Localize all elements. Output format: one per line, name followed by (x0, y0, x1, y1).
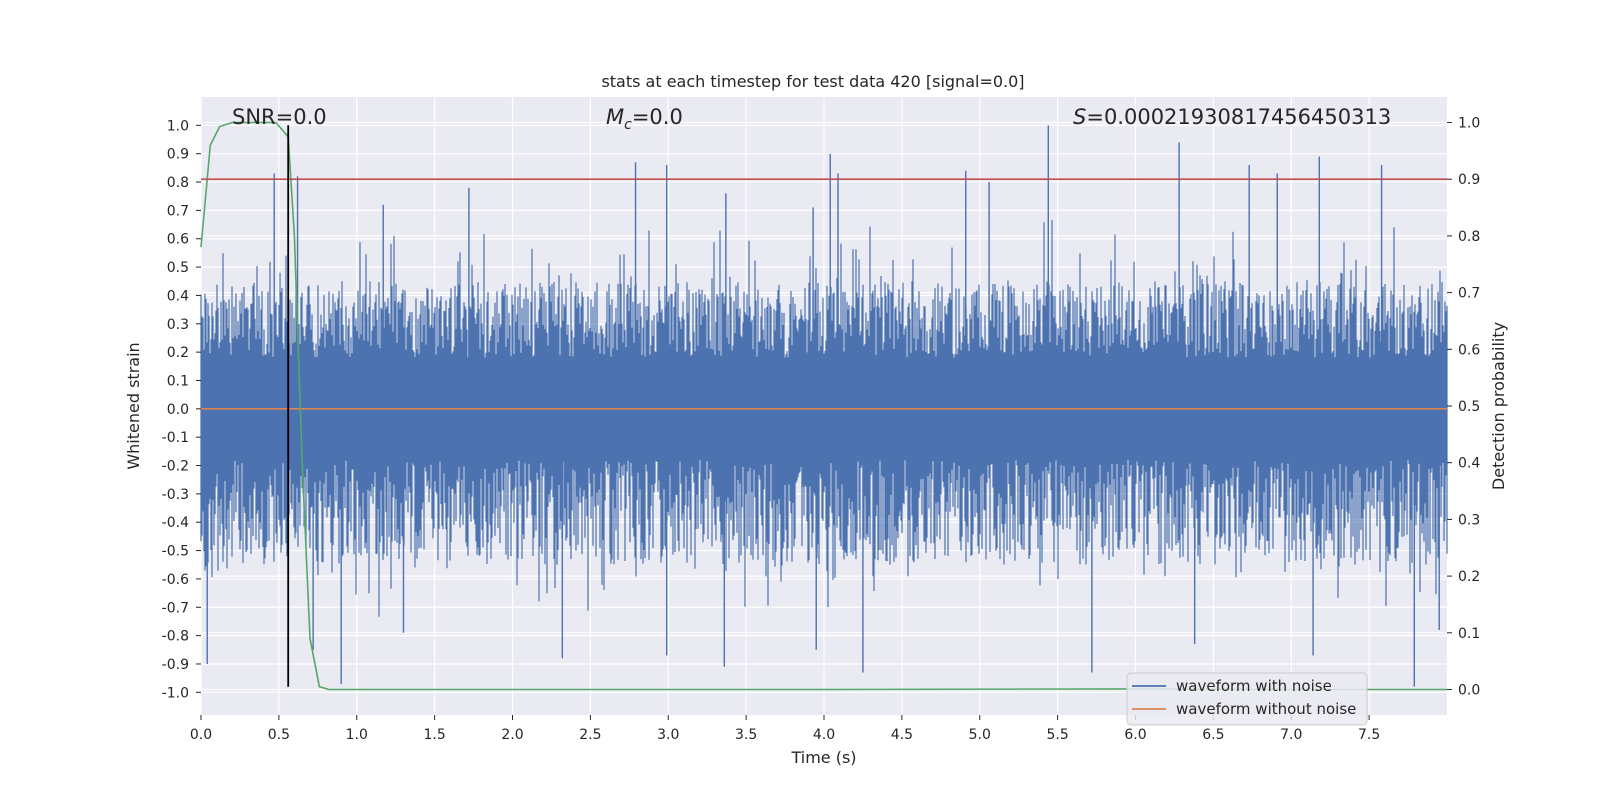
legend-label-noise: waveform with noise (1176, 677, 1332, 695)
y-tick-label: 0.3 (167, 317, 189, 333)
y-tick-label: -0.9 (162, 657, 189, 673)
y2-tick-label: 0.4 (1458, 456, 1480, 472)
chirp-mass-value: =0.0 (632, 105, 683, 129)
y2-tick-label: 0.6 (1458, 342, 1480, 358)
y2-tick-label: 1.0 (1458, 116, 1480, 132)
y2-tick-label: 0.8 (1458, 229, 1480, 245)
chart-title: stats at each timestep for test data 420… (601, 72, 1024, 91)
y-tick-label: 1.0 (167, 118, 189, 134)
y-tick-label: 0.6 (167, 232, 189, 248)
x-tick-label: 2.5 (579, 727, 601, 743)
y-tick-label: 0.1 (167, 373, 189, 389)
series-detection-probability (200, 121, 1447, 691)
legend-box (1126, 672, 1368, 726)
y2-tick-label: 0.9 (1458, 172, 1480, 188)
y2-axis-label: Detection probability (1489, 322, 1508, 490)
y-tick-label: -0.3 (162, 487, 189, 503)
y-tick-label: -0.4 (162, 515, 189, 531)
y2-tick-label: 0.0 (1458, 682, 1480, 698)
y-tick-label: -1.0 (162, 685, 189, 701)
x-tick-label: 1.5 (423, 727, 445, 743)
x-tick-label: 2.0 (501, 727, 523, 743)
x-tick-label: 7.5 (1358, 727, 1380, 743)
y-tick-label: 0.8 (167, 175, 189, 191)
y-axis-label: Whitened strain (124, 342, 143, 469)
legend-label-clean: waveform without noise (1176, 700, 1356, 718)
y-tick-label: 0.5 (167, 260, 189, 276)
line-series-layer (200, 121, 1447, 691)
x-axis-label: Time (s) (790, 748, 856, 767)
y-tick-label: -0.6 (162, 572, 189, 588)
x-tick-label: 4.5 (891, 727, 913, 743)
y2-tick-label: 0.2 (1458, 569, 1480, 585)
y2-tick-label: 0.5 (1458, 399, 1480, 415)
chirp-mass-symbol: M (606, 105, 624, 129)
y-tick-label: -0.2 (162, 459, 189, 475)
s-annotation: S=0.0002193081745645031​3 (1073, 105, 1391, 129)
y-tick-label: 0.7 (167, 203, 189, 219)
chirp-mass-annotation: Mc=0.0 (606, 105, 683, 133)
x-tick-label: 6.5 (1202, 727, 1224, 743)
x-tick-label: 3.0 (657, 727, 679, 743)
snr-annotation: SNR=0.0 (232, 105, 327, 129)
y-axis-right: 0.0 0.1 0.2 0.3 0.4 0.5 0.6 0.7 0.8 0.9 1.0 (1447, 116, 1480, 698)
y-tick-label: -0.1 (162, 430, 189, 446)
x-tick-label: 6.0 (1124, 727, 1146, 743)
legend: waveform with noise waveform without noi… (1126, 672, 1368, 726)
x-tick-label: 0.5 (268, 727, 290, 743)
y2-tick-label: 0.3 (1458, 512, 1480, 528)
s-value: =0.0002193081745645031​3 (1086, 105, 1391, 129)
y2-tick-label: 0.7 (1458, 286, 1480, 302)
x-tick-label: 0.0 (190, 727, 212, 743)
y-tick-label: 0.4 (167, 288, 189, 304)
y-tick-label: -0.8 (162, 629, 189, 645)
x-tick-label: 7.0 (1280, 727, 1302, 743)
y-tick-label: 0.9 (167, 147, 189, 163)
x-tick-label: 3.5 (735, 727, 757, 743)
y-tick-label: 0.0 (167, 402, 189, 418)
y-tick-label: -0.5 (162, 544, 189, 560)
x-tick-label: 5.0 (969, 727, 991, 743)
x-tick-label: 4.0 (813, 727, 835, 743)
y-tick-label: -0.7 (162, 600, 189, 616)
x-tick-label: 5.5 (1046, 727, 1068, 743)
x-tick-label: 1.0 (346, 727, 368, 743)
x-axis: 0.0 0.5 1.0 1.5 2.0 2.5 3.0 3.5 4.0 4.5 5.0 5.5 6.0 6… (190, 715, 1380, 743)
s-symbol: S (1073, 105, 1086, 129)
y2-tick-label: 0.1 (1458, 626, 1480, 642)
y-axis-left: -1.0 -0.9 -0.8 -0.7 -0.6 -0.5 -0.4 -0.3 -0.2 -0.1… (162, 118, 201, 701)
y-tick-label: 0.2 (167, 345, 189, 361)
chirp-mass-subscript: c (624, 117, 632, 133)
